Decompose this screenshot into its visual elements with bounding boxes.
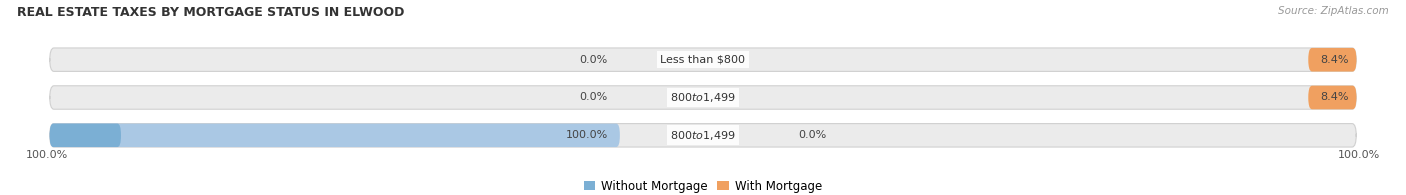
FancyBboxPatch shape (1309, 48, 1357, 71)
Text: 0.0%: 0.0% (579, 55, 607, 65)
Text: $800 to $1,499: $800 to $1,499 (671, 91, 735, 104)
FancyBboxPatch shape (1309, 86, 1357, 109)
Text: 0.0%: 0.0% (579, 92, 607, 103)
Text: 100.0%: 100.0% (25, 150, 67, 160)
Text: Less than $800: Less than $800 (661, 55, 745, 65)
Text: 0.0%: 0.0% (799, 130, 827, 140)
Text: 100.0%: 100.0% (1339, 150, 1381, 160)
FancyBboxPatch shape (49, 86, 1357, 109)
Text: 100.0%: 100.0% (565, 130, 607, 140)
FancyBboxPatch shape (49, 124, 620, 147)
Text: $800 to $1,499: $800 to $1,499 (671, 129, 735, 142)
Text: REAL ESTATE TAXES BY MORTGAGE STATUS IN ELWOOD: REAL ESTATE TAXES BY MORTGAGE STATUS IN … (17, 6, 405, 19)
FancyBboxPatch shape (1309, 86, 1357, 109)
FancyBboxPatch shape (49, 124, 1357, 147)
FancyBboxPatch shape (49, 48, 1357, 71)
Text: 8.4%: 8.4% (1320, 92, 1348, 103)
Text: Source: ZipAtlas.com: Source: ZipAtlas.com (1278, 6, 1389, 16)
FancyBboxPatch shape (49, 124, 121, 147)
Legend: Without Mortgage, With Mortgage: Without Mortgage, With Mortgage (579, 175, 827, 195)
Text: 8.4%: 8.4% (1320, 55, 1348, 65)
FancyBboxPatch shape (1309, 48, 1357, 71)
